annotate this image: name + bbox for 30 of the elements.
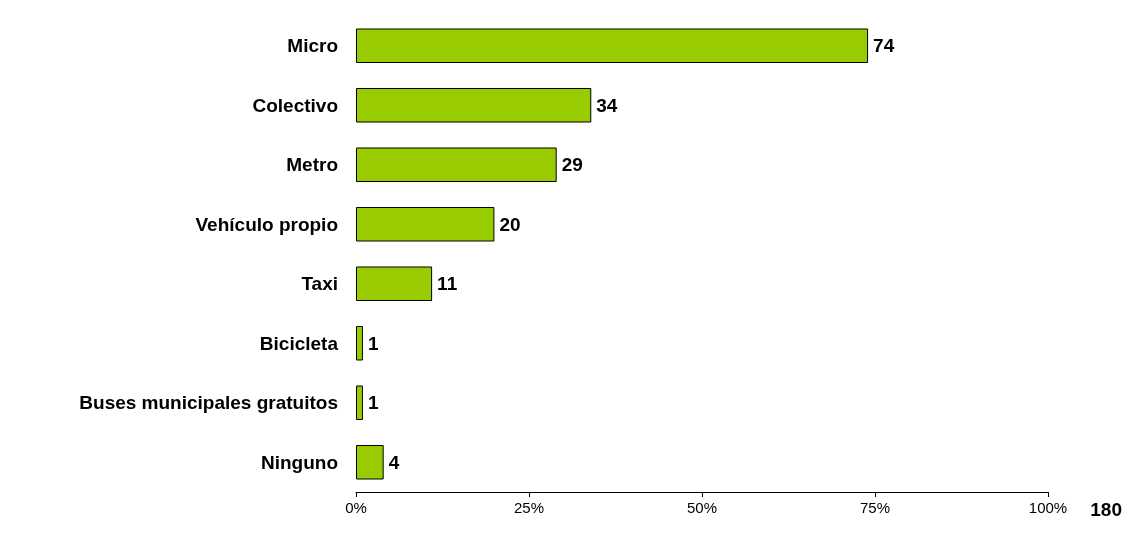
y-tick-label: Taxi (301, 273, 338, 295)
x-tick-label: 25% (513, 499, 545, 516)
y-tick-label: Bicicleta (259, 332, 339, 354)
x-tick-label: 75% (859, 499, 891, 516)
bar (356, 266, 433, 302)
y-tick-label: Ninguno (260, 451, 338, 473)
bar (356, 207, 495, 242)
y-tick-label: Vehículo propio (195, 213, 338, 235)
bar (356, 385, 363, 421)
bar (356, 147, 557, 183)
data-label: 4 (388, 451, 400, 473)
text: 180 (1090, 499, 1122, 520)
data-label: 74 (873, 35, 895, 57)
bar (356, 88, 592, 123)
x-tick-label: 0% (345, 499, 367, 516)
bar (356, 28, 869, 64)
x-tick-label: 50% (686, 499, 718, 516)
y-tick-label: Colectivo (252, 94, 338, 116)
data-label: 34 (596, 94, 618, 116)
y-tick-label: Metro (286, 154, 338, 176)
x-tick-label: 100% (1028, 499, 1068, 516)
data-label: 1 (367, 392, 379, 414)
data-label: 1 (367, 332, 379, 354)
y-tick-label: Micro (287, 35, 338, 57)
bar (356, 326, 363, 361)
data-label: 20 (499, 213, 521, 235)
data-label: 29 (561, 154, 583, 176)
data-label: 11 (437, 273, 458, 295)
bar (356, 445, 384, 480)
y-tick-label: Buses municipales gratuitos (79, 392, 338, 414)
